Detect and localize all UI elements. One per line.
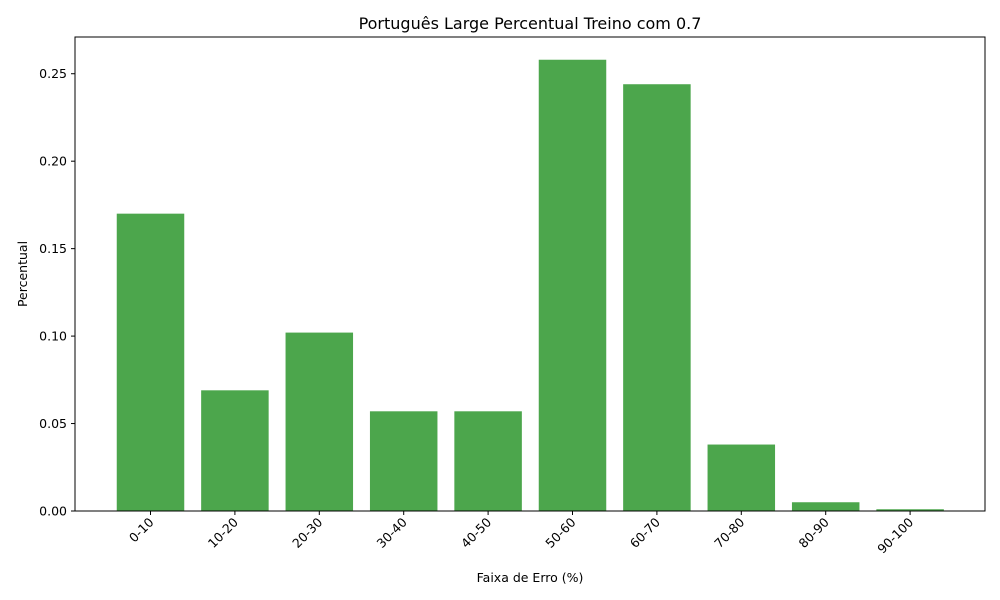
y-tick-label: 0.25: [39, 66, 67, 81]
x-tick-label: 60-70: [627, 514, 663, 550]
bar-20-30: [285, 332, 354, 511]
plot-frame: [74, 36, 986, 512]
x-tick-label: 10-20: [205, 514, 241, 550]
y-tick-label: 0.20: [39, 154, 67, 169]
bar-40-50: [454, 411, 522, 511]
bar-50-60: [538, 59, 607, 512]
chart-title: Português Large Percentual Treino com 0.…: [359, 14, 702, 33]
bar-60-70: [623, 84, 691, 511]
bar-10-20: [201, 390, 269, 511]
y-tick-label: 0.15: [39, 241, 67, 256]
bar-90-100: [876, 509, 944, 511]
x-tick-label: 70-80: [711, 514, 747, 550]
x-tick-label: 30-40: [374, 514, 410, 550]
y-axis-label: Percentual: [15, 241, 30, 307]
y-axis: 0.00 0.05 0.10 0.15 0.20 0.25: [39, 66, 75, 519]
bar-70-80: [707, 444, 776, 511]
x-axis-label: Faixa de Erro (%): [477, 570, 584, 585]
bar-80-90: [791, 502, 860, 511]
bar-30-40: [369, 411, 438, 511]
x-tick-label: 80-90: [796, 514, 832, 550]
bars-group: [116, 59, 944, 512]
x-tick-label: 0-10: [126, 514, 157, 545]
x-tick-label: 90-100: [874, 514, 916, 556]
x-tick-label: 50-60: [542, 514, 578, 550]
x-tick-label: 40-50: [458, 514, 494, 550]
y-tick-label: 0.10: [39, 329, 67, 344]
x-tick-label: 20-30: [289, 514, 325, 550]
y-tick-label: 0.00: [39, 504, 67, 519]
x-axis: 0-10 10-20 20-30 30-40 40-50 50-60 60-70 70-80 8…: [126, 511, 916, 556]
y-tick-label: 0.05: [39, 416, 67, 431]
bar-0-10: [116, 213, 185, 511]
